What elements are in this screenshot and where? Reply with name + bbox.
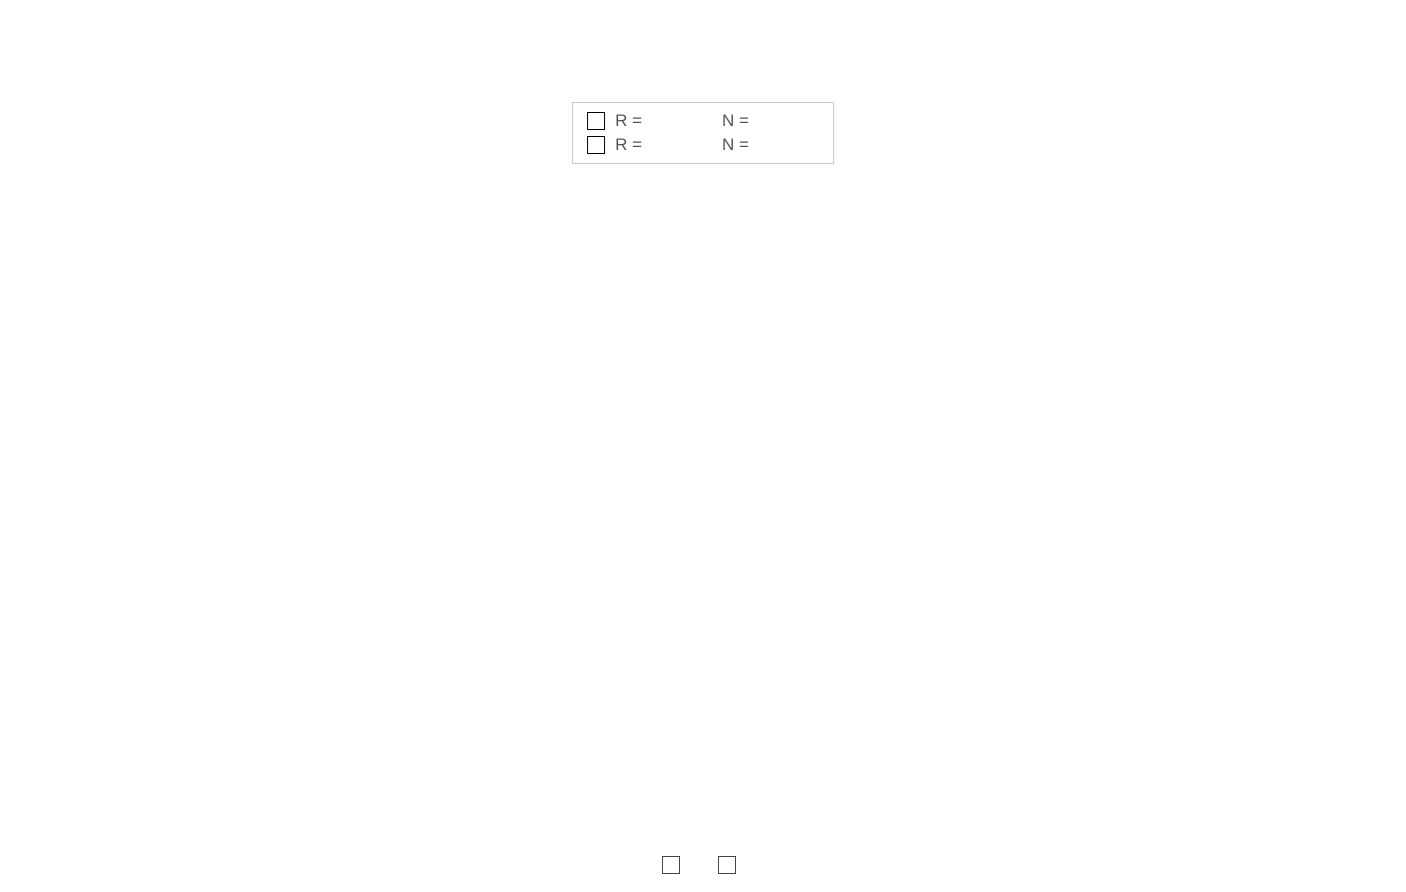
stat-r-label-0: R = bbox=[615, 109, 642, 133]
stats-row-0: R = N = bbox=[587, 109, 819, 133]
stats-row-1: R = N = bbox=[587, 133, 819, 157]
legend-item-1 bbox=[718, 856, 744, 874]
legend-item-0 bbox=[662, 856, 688, 874]
stats-legend: R = N = R = N = bbox=[572, 102, 834, 164]
chart-container: R = N = R = N = bbox=[0, 0, 1406, 892]
stat-n-label-0: N = bbox=[722, 109, 749, 133]
legend-swatch-0 bbox=[662, 856, 680, 874]
chart-area: R = N = R = N = bbox=[0, 48, 1406, 892]
header bbox=[0, 0, 1406, 48]
plot-svg bbox=[0, 48, 300, 198]
stat-r-label-1: R = bbox=[615, 133, 642, 157]
stat-n-label-1: N = bbox=[722, 133, 749, 157]
legend-swatch-1 bbox=[718, 856, 736, 874]
swatch-series-1 bbox=[587, 136, 605, 154]
swatch-series-0 bbox=[587, 112, 605, 130]
bottom-legend bbox=[0, 856, 1406, 874]
